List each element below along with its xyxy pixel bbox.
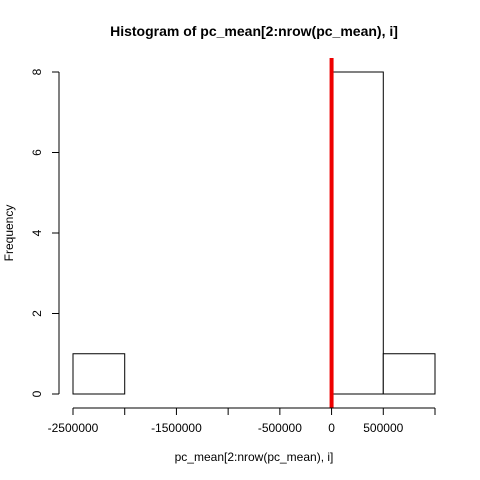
histogram-bar-5 — [331, 71, 384, 395]
y-tick-label-3: 6 — [30, 149, 44, 156]
y-axis: 0 2 4 6 8 — [30, 68, 60, 397]
y-tick-label-0: 0 — [30, 390, 44, 397]
bars-group — [72, 71, 436, 395]
x-tick-label-5: 0 — [328, 421, 335, 435]
x-tick-label-2: -1500000 — [151, 421, 202, 435]
x-axis: -2500000 -1500000 -500000 0 500000 — [48, 407, 436, 435]
histogram-bar-0 — [72, 353, 126, 395]
y-tick-label-4: 8 — [30, 68, 44, 75]
chart-title: Histogram of pc_mean[2:nrow(pc_mean), i] — [110, 23, 398, 39]
x-axis-label: pc_mean[2:nrow(pc_mean), i] — [175, 450, 334, 464]
x-tick-label-4: -500000 — [258, 421, 302, 435]
y-tick-label-1: 2 — [30, 310, 44, 317]
x-tick-label-0: -2500000 — [48, 421, 99, 435]
x-tick-label-6: 500000 — [363, 421, 403, 435]
y-tick-label-2: 4 — [30, 229, 44, 236]
histogram-bar-6 — [382, 353, 436, 395]
y-axis-label: Frequency — [2, 205, 16, 262]
